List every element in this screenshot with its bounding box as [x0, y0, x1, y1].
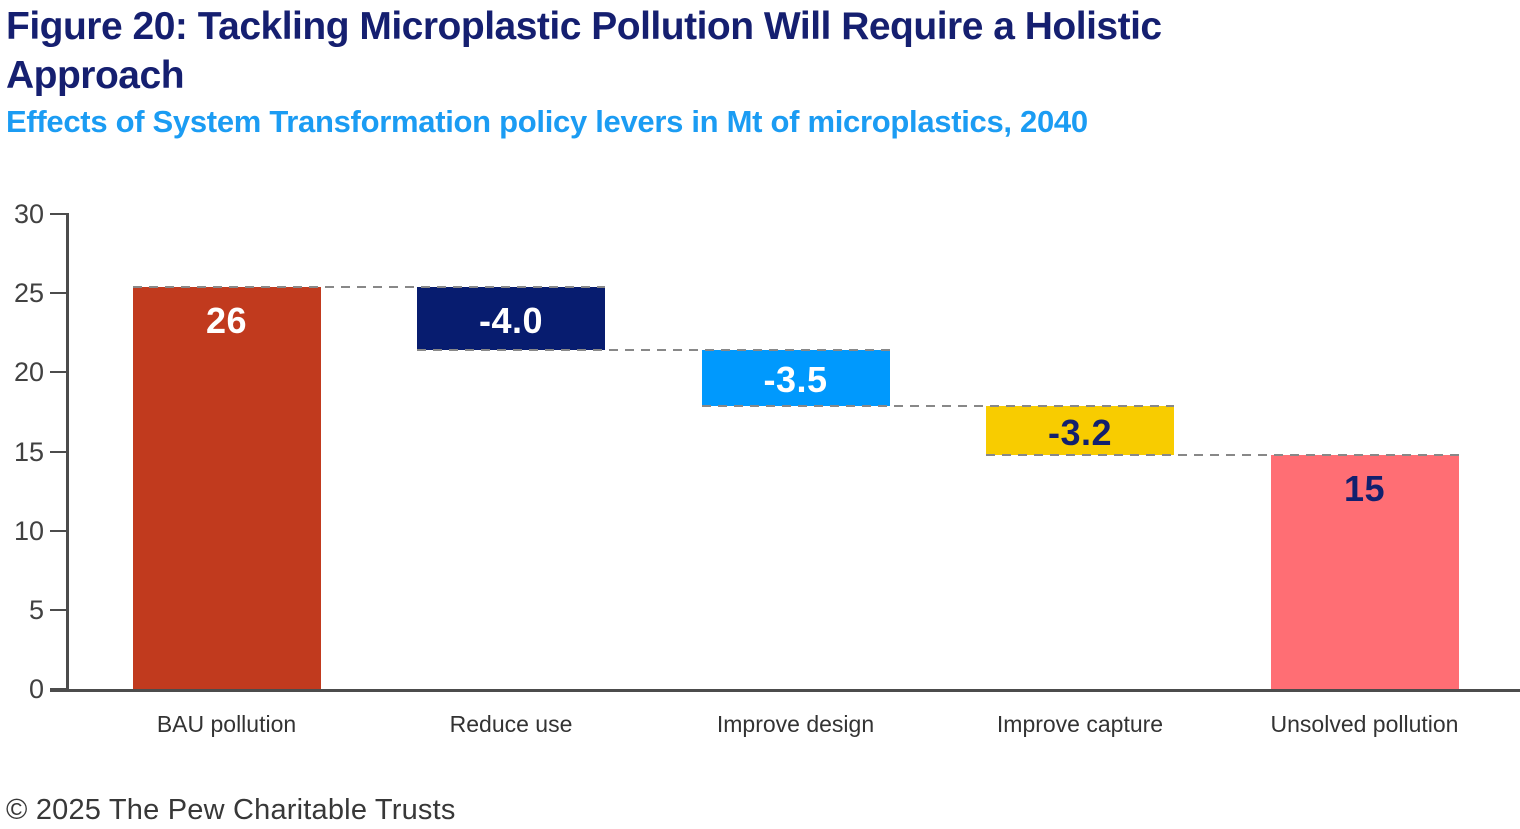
waterfall-bar: [132, 286, 321, 689]
bar-value-label: -3.5: [763, 358, 828, 400]
y-axis-tick-label: 15: [13, 436, 44, 467]
plot-area: 0 5 10 15 20 25 30 26 BAU pollution -4.0 Reduce us…: [0, 199, 1520, 737]
waterfall-bar: [986, 405, 1174, 456]
bar-value-label: 15: [1343, 468, 1386, 510]
category-label: Improve capture: [996, 711, 1164, 737]
y-axis-tick: [50, 213, 69, 215]
y-axis-tick: [50, 371, 69, 374]
y-axis-tick-label: 25: [13, 278, 44, 309]
x-axis-line: [50, 689, 1520, 692]
bar-value-label: 26: [205, 299, 248, 341]
copyright-text: © 2025 The Pew Charitable Trusts: [6, 794, 456, 826]
category-label: Unsolved pollution: [1270, 711, 1459, 737]
waterfall-bar: [701, 350, 890, 406]
y-axis-tick: [50, 688, 69, 690]
category-label: BAU pollution: [156, 711, 297, 737]
waterfall-bar: [417, 286, 605, 351]
step-connector-line: [132, 285, 605, 288]
bar-value-label: -4.0: [478, 299, 544, 341]
y-axis-tick: [50, 529, 69, 532]
y-axis-tick: [50, 608, 69, 611]
y-axis-tick-label: 30: [13, 199, 44, 229]
figure-title-line1: Figure 20: Tackling Microplastic Polluti…: [6, 5, 1162, 48]
category-label: Reduce use: [449, 711, 573, 737]
y-axis-line: [66, 214, 69, 692]
y-axis-tick-label: 0: [28, 674, 44, 704]
figure-subtitle: Effects of System Transformation policy …: [6, 104, 1088, 139]
figure-title: Figure 20: Tackling Microplastic Polluti…: [6, 2, 1162, 100]
y-axis-tick: [50, 450, 69, 453]
step-connector-line: [417, 349, 890, 352]
bar-value-label: -3.2: [1047, 411, 1113, 453]
waterfall-bar: [1270, 455, 1459, 689]
figure-title-line2: Approach: [6, 54, 185, 97]
step-connector-line: [986, 454, 1459, 457]
y-axis-tick-label: 5: [28, 594, 44, 625]
y-axis-tick-label: 20: [13, 357, 44, 388]
y-axis-tick: [50, 292, 69, 295]
step-connector-line: [701, 404, 1174, 407]
y-axis-tick-label: 10: [13, 515, 44, 546]
category-label: Improve design: [716, 711, 875, 737]
